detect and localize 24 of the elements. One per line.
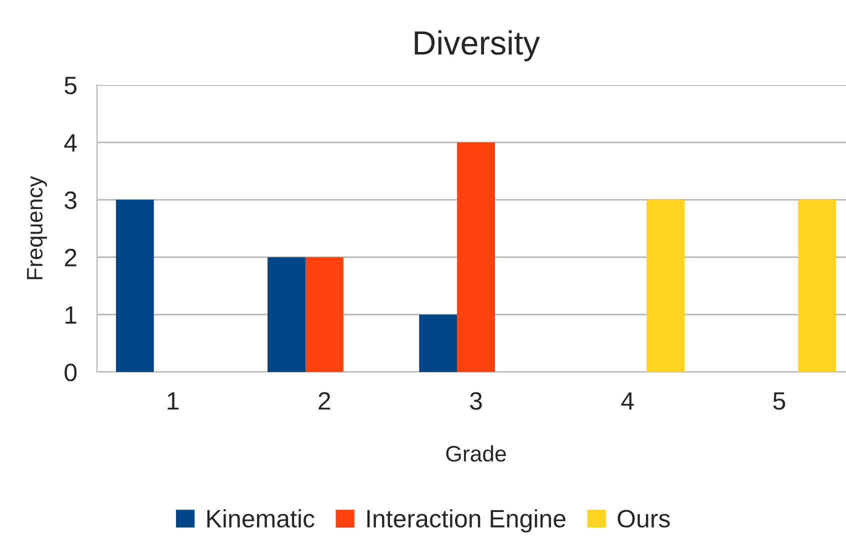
y-tick-label: 2	[64, 248, 76, 266]
x-tick-label: 4	[621, 392, 634, 410]
y-tick-label: 3	[64, 191, 76, 210]
bar	[646, 200, 684, 372]
y-tick-label: 1	[66, 306, 76, 324]
y-tick-label: 0	[64, 364, 77, 382]
bar	[457, 142, 495, 372]
x-tick-label: 3	[470, 392, 482, 410]
x-tick-label: 2	[318, 392, 330, 410]
y-axis-title: Frequency	[27, 176, 47, 280]
x-tick-label: 5	[773, 392, 786, 410]
x-axis-title: Grade	[446, 445, 506, 462]
bar	[305, 257, 344, 372]
legend-label: Ours	[618, 510, 670, 528]
legend-label: Kinematic	[207, 509, 314, 528]
y-tick-label: 4	[64, 134, 77, 152]
bar	[116, 200, 154, 372]
bar	[268, 257, 306, 372]
bar	[798, 200, 836, 372]
y-tick-label: 5	[64, 76, 77, 94]
bar	[419, 314, 458, 372]
legend-label: Interaction Engine	[367, 509, 566, 532]
x-tick-label: 1	[168, 392, 179, 410]
chart-title: Diversity	[414, 30, 540, 62]
